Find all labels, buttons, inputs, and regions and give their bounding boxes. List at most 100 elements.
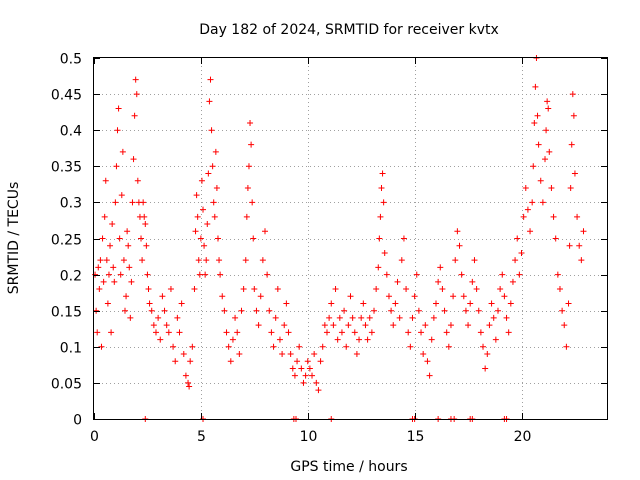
- plot-frame: [93, 57, 608, 420]
- data-point: [196, 271, 203, 278]
- data-point: [311, 351, 318, 358]
- y-tick-label: 0.4: [60, 124, 82, 140]
- data-point: [245, 163, 252, 170]
- data-point: [187, 358, 194, 365]
- y-tick-label: 0.25: [51, 233, 82, 249]
- data-point: [249, 199, 256, 206]
- data-point: [321, 322, 328, 329]
- data-point: [567, 184, 574, 191]
- data-point: [159, 293, 166, 300]
- data-point: [400, 235, 407, 242]
- data-point: [145, 286, 152, 293]
- data-point: [132, 76, 139, 83]
- data-point: [313, 379, 320, 386]
- data-point: [211, 213, 218, 220]
- data-point: [353, 351, 360, 358]
- data-point: [243, 213, 250, 220]
- data-point: [146, 300, 153, 307]
- data-point: [197, 235, 204, 242]
- data-point: [264, 271, 271, 278]
- data-point: [115, 105, 122, 112]
- data-point: [108, 329, 115, 336]
- data-point: [405, 329, 412, 336]
- data-point: [471, 257, 478, 264]
- data-point: [186, 383, 193, 390]
- data-point: [165, 329, 172, 336]
- data-point: [542, 156, 549, 163]
- data-point: [336, 314, 343, 321]
- data-point: [304, 358, 311, 365]
- data-point: [127, 314, 134, 321]
- data-point: [501, 293, 508, 300]
- data-point: [532, 83, 539, 90]
- data-point: [480, 343, 487, 350]
- data-point: [492, 336, 499, 343]
- data-point: [266, 307, 273, 314]
- data-point: [543, 127, 550, 134]
- data-point: [180, 351, 187, 358]
- data-point: [163, 322, 170, 329]
- x-axis-label: GPS time / hours: [290, 459, 407, 475]
- data-point: [157, 336, 164, 343]
- data-point: [520, 213, 527, 220]
- x-tick-label: 5: [197, 429, 206, 445]
- data-point: [131, 112, 138, 119]
- data-point: [469, 278, 476, 285]
- data-point: [174, 314, 181, 321]
- data-point: [247, 119, 254, 126]
- data-point: [407, 343, 414, 350]
- data-point: [229, 336, 236, 343]
- data-point: [509, 278, 516, 285]
- data-point: [499, 271, 506, 278]
- data-point: [548, 184, 555, 191]
- data-point: [482, 365, 489, 372]
- data-point: [207, 76, 214, 83]
- data-point: [375, 264, 382, 271]
- data-point: [120, 257, 127, 264]
- data-point: [103, 257, 110, 264]
- data-point: [537, 177, 544, 184]
- data-point: [128, 278, 135, 285]
- data-point: [298, 365, 305, 372]
- data-point: [105, 271, 112, 278]
- data-point: [176, 329, 183, 336]
- data-point: [240, 286, 247, 293]
- data-point: [274, 286, 281, 293]
- data-point: [456, 242, 463, 249]
- data-point: [556, 286, 563, 293]
- data-point: [332, 286, 339, 293]
- y-tick-label: 0.15: [51, 305, 82, 321]
- data-point: [516, 271, 523, 278]
- data-point: [531, 119, 538, 126]
- data-point: [251, 286, 258, 293]
- data-point: [343, 343, 350, 350]
- data-point: [490, 314, 497, 321]
- data-point: [529, 199, 536, 206]
- data-point: [152, 329, 159, 336]
- data-point: [426, 372, 433, 379]
- data-point: [422, 322, 429, 329]
- data-point: [477, 329, 484, 336]
- data-point: [204, 221, 211, 228]
- data-point: [214, 235, 221, 242]
- data-point: [185, 379, 192, 386]
- data-point: [366, 314, 373, 321]
- data-point: [191, 286, 198, 293]
- x-tick-label: 10: [300, 429, 318, 445]
- data-point: [125, 242, 132, 249]
- x-tick-label: 20: [514, 429, 532, 445]
- data-point: [110, 264, 117, 271]
- data-point: [351, 329, 358, 336]
- data-point: [236, 351, 243, 358]
- data-point: [129, 199, 136, 206]
- data-point: [554, 271, 561, 278]
- data-point: [102, 177, 109, 184]
- data-point: [514, 235, 521, 242]
- data-point: [450, 293, 457, 300]
- data-point: [484, 351, 491, 358]
- data-point: [206, 98, 213, 105]
- data-point: [107, 242, 114, 249]
- data-point: [413, 271, 420, 278]
- data-point: [259, 257, 266, 264]
